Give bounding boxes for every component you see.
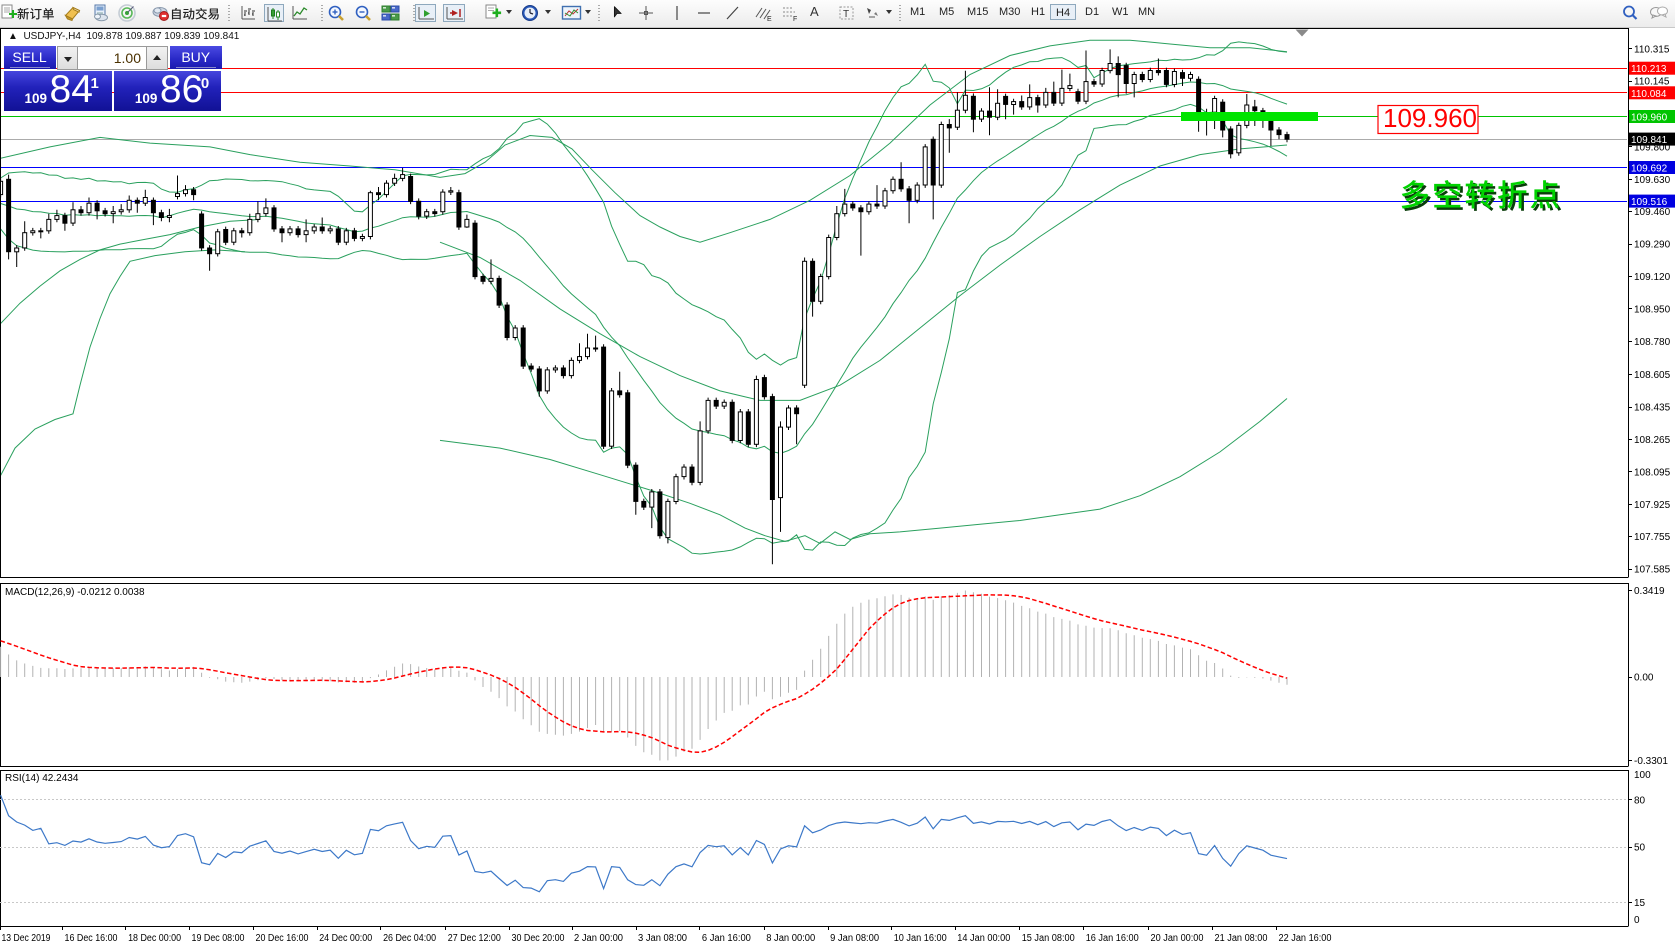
svg-text:15 Jan 08:00: 15 Jan 08:00: [1022, 933, 1075, 944]
svg-text:13 Dec 2019: 13 Dec 2019: [2, 933, 51, 944]
svg-text:109.960: 109.960: [1383, 103, 1477, 133]
svg-text:109.460: 109.460: [1634, 207, 1671, 218]
svg-text:20 Dec 16:00: 20 Dec 16:00: [256, 933, 309, 944]
svg-text:MACD(12,26,9) -0.0212 0.0038: MACD(12,26,9) -0.0212 0.0038: [5, 587, 145, 598]
svg-text:109.800: 109.800: [1634, 142, 1671, 153]
svg-text:109.630: 109.630: [1634, 175, 1671, 186]
svg-text:26 Dec 04:00: 26 Dec 04:00: [383, 933, 436, 944]
svg-text:F: F: [793, 16, 797, 22]
svg-text:109.290: 109.290: [1634, 240, 1671, 251]
svg-text:107.925: 107.925: [1634, 500, 1671, 511]
svg-text:-0.3301: -0.3301: [1634, 756, 1668, 767]
svg-text:22 Jan 16:00: 22 Jan 16:00: [1279, 933, 1332, 944]
svg-text:109.960: 109.960: [1631, 113, 1668, 124]
svg-text:E: E: [767, 16, 772, 22]
svg-text:6 Jan 16:00: 6 Jan 16:00: [702, 933, 751, 944]
svg-text:108.095: 108.095: [1634, 467, 1671, 478]
svg-text:RSI(14) 42.2434: RSI(14) 42.2434: [5, 773, 79, 784]
svg-text:16 Dec 16:00: 16 Dec 16:00: [65, 933, 118, 944]
svg-text:107.755: 107.755: [1634, 532, 1671, 543]
svg-text:80: 80: [1634, 795, 1646, 806]
svg-text:24 Dec 00:00: 24 Dec 00:00: [319, 933, 372, 944]
svg-text:0.3419: 0.3419: [1634, 586, 1665, 597]
svg-text:15: 15: [1634, 898, 1646, 909]
svg-text:108.605: 108.605: [1634, 370, 1671, 381]
svg-text:30 Dec 20:00: 30 Dec 20:00: [512, 933, 565, 944]
svg-text:108.265: 108.265: [1634, 435, 1671, 446]
svg-text:14 Jan 00:00: 14 Jan 00:00: [957, 933, 1010, 944]
svg-text:27 Dec 12:00: 27 Dec 12:00: [448, 933, 501, 944]
svg-text:3 Jan 08:00: 3 Jan 08:00: [638, 933, 687, 944]
svg-text:20 Jan 00:00: 20 Jan 00:00: [1151, 933, 1204, 944]
svg-text:16 Jan 16:00: 16 Jan 16:00: [1086, 933, 1139, 944]
svg-text:110.213: 110.213: [1631, 64, 1667, 75]
svg-text:109.692: 109.692: [1631, 164, 1668, 175]
svg-text:19 Dec 08:00: 19 Dec 08:00: [192, 933, 245, 944]
svg-text:2 Jan 00:00: 2 Jan 00:00: [574, 933, 623, 944]
svg-text:108.435: 108.435: [1634, 403, 1671, 414]
svg-text:18 Dec 00:00: 18 Dec 00:00: [128, 933, 181, 944]
svg-text:108.780: 108.780: [1634, 337, 1671, 348]
svg-text:109.516: 109.516: [1631, 197, 1668, 208]
svg-text:10 Jan 16:00: 10 Jan 16:00: [894, 933, 947, 944]
svg-text:50: 50: [1634, 843, 1646, 854]
svg-text:108.950: 108.950: [1634, 304, 1671, 315]
svg-text:100: 100: [1634, 770, 1651, 781]
svg-text:T: T: [843, 9, 849, 20]
svg-text:21 Jan 08:00: 21 Jan 08:00: [1215, 933, 1268, 944]
svg-text:107.585: 107.585: [1634, 565, 1671, 576]
svg-text:8 Jan 00:00: 8 Jan 00:00: [766, 933, 815, 944]
svg-text:109.120: 109.120: [1634, 272, 1671, 283]
svg-text:109.841: 109.841: [1631, 135, 1668, 146]
svg-text:0: 0: [1634, 915, 1640, 926]
svg-text:0.00: 0.00: [1634, 673, 1654, 684]
svg-text:110.315: 110.315: [1634, 44, 1670, 55]
svg-text:9 Jan 08:00: 9 Jan 08:00: [830, 933, 879, 944]
svg-text:110.084: 110.084: [1631, 89, 1667, 100]
svg-text:110.145: 110.145: [1634, 77, 1670, 88]
